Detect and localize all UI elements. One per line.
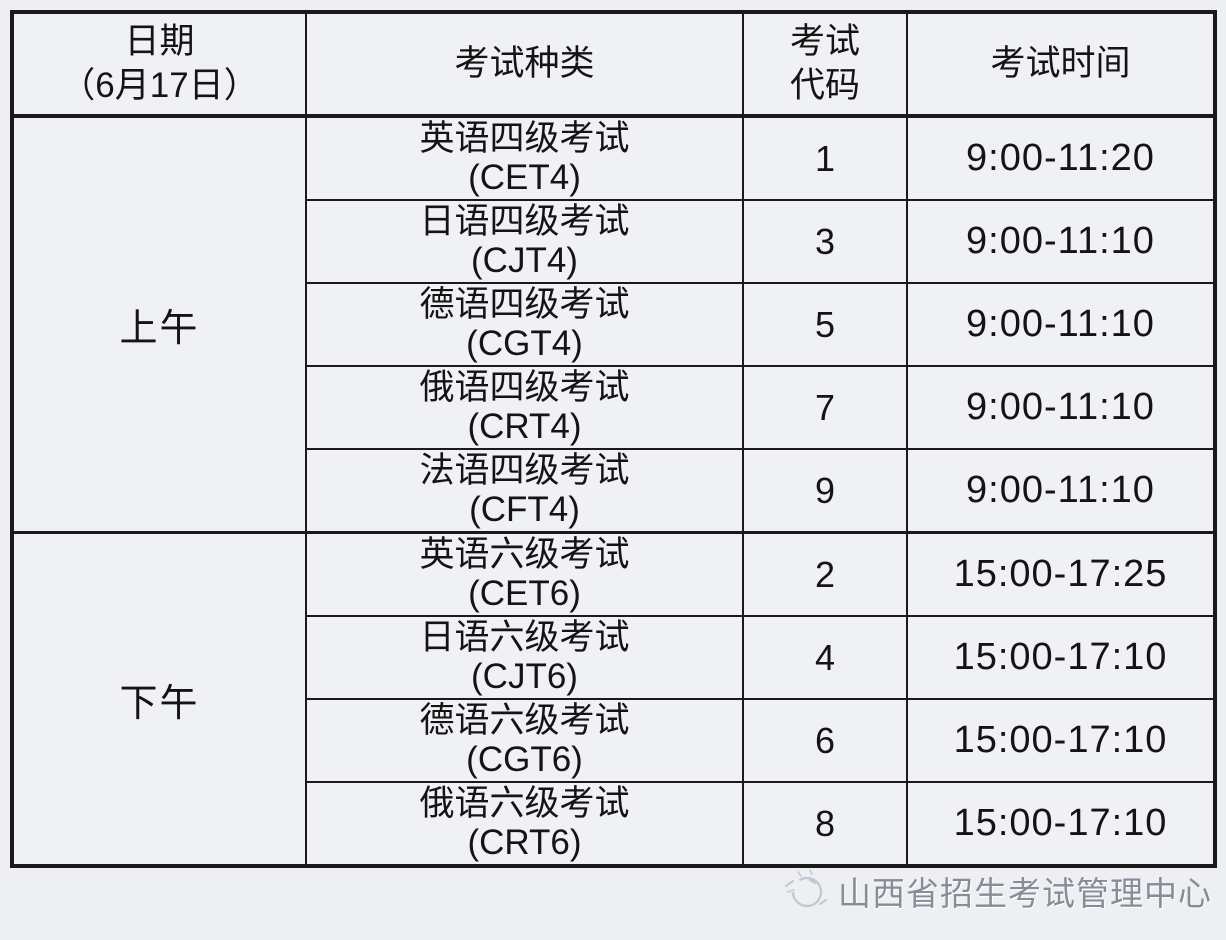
exam-schedule-table: 日期 （6月17日） 考试种类 考试 代码 考试时间 上午 英语四级考试 (CE… <box>10 10 1217 868</box>
exam-name: 日语六级考试 <box>419 618 630 657</box>
table-row: 日语六级考试 (CJT6) 4 15:00-17:10 <box>12 615 1216 700</box>
exam-time-cell: 9:00-11:10 <box>906 199 1216 284</box>
header-exam-type: 考试种类 <box>305 11 744 117</box>
table-row: 俄语六级考试 (CRT6) 8 15:00-17:10 <box>12 781 1216 867</box>
exam-type-cell: 法语四级考试 (CFT4) <box>305 448 744 534</box>
table-row: 下午 英语六级考试 (CET6) 2 15:00-17:25 <box>11 531 1216 867</box>
exam-name: 英语四级考试 <box>419 119 630 158</box>
exam-name: 法语四级考试 <box>419 451 630 490</box>
header-exam-time: 考试时间 <box>906 11 1216 117</box>
exam-code-label: (CRT4) <box>467 406 582 446</box>
exam-code-label: (CRT6) <box>467 822 582 862</box>
exam-time-cell: 15:00-17:10 <box>906 698 1216 783</box>
exam-code-cell: 2 <box>742 531 908 617</box>
exam-name: 日语四级考试 <box>419 202 630 241</box>
session-cell-afternoon: 下午 <box>11 531 307 867</box>
table-row: 德语四级考试 (CGT4) 5 9:00-11:10 <box>12 282 1216 367</box>
exam-code-cell: 1 <box>742 115 908 201</box>
exam-code-cell: 9 <box>742 448 908 534</box>
org-emblem-icon <box>784 869 828 908</box>
exam-type-cell: 德语四级考试 (CGT4) <box>305 282 744 367</box>
exam-name: 英语六级考试 <box>419 535 630 574</box>
header-date-line1: 日期 <box>124 22 195 62</box>
exam-name: 德语六级考试 <box>419 701 630 740</box>
exam-time-cell: 15:00-17:10 <box>906 615 1216 700</box>
exam-time-cell: 9:00-11:10 <box>906 282 1216 367</box>
exam-time-cell: 9:00-11:10 <box>906 365 1216 450</box>
exam-type-cell: 德语六级考试 (CGT6) <box>305 698 744 783</box>
exam-code-label: (CFT4) <box>469 489 580 529</box>
exam-code-label: (CGT6) <box>466 739 583 779</box>
header-date-line2: （6月17日） <box>60 66 259 105</box>
org-name: 山西省招生考试管理中心 <box>838 875 1212 912</box>
header-date: 日期 （6月17日） <box>11 11 307 117</box>
exam-code-cell: 4 <box>742 615 908 700</box>
session-cell-morning: 上午 <box>11 115 307 534</box>
exam-time-cell: 15:00-17:25 <box>906 531 1216 617</box>
exam-type-cell: 日语六级考试 (CJT6) <box>305 615 744 700</box>
exam-code-cell: 6 <box>742 698 908 783</box>
exam-code-cell: 3 <box>742 199 908 284</box>
exam-time-cell: 15:00-17:10 <box>906 781 1216 867</box>
exam-code-label: (CET6) <box>468 573 581 613</box>
exam-type-cell: 英语六级考试 (CET6) <box>305 531 744 617</box>
watermark: 山西省招生考试管理中心 <box>780 862 1212 920</box>
exam-code-cell: 7 <box>742 365 908 450</box>
exam-time-cell: 9:00-11:20 <box>906 115 1216 201</box>
header-exam-code: 考试 代码 <box>742 11 908 117</box>
exam-code-label: (CET4) <box>468 157 581 197</box>
exam-name: 俄语六级考试 <box>419 784 630 823</box>
exam-name: 德语四级考试 <box>419 285 630 324</box>
exam-code-label: (CGT4) <box>466 323 583 363</box>
exam-code-cell: 5 <box>742 282 908 367</box>
header-row: 日期 （6月17日） 考试种类 考试 代码 考试时间 <box>11 11 1216 117</box>
exam-time-cell: 9:00-11:10 <box>906 448 1216 534</box>
exam-type-cell: 英语四级考试 (CET4) <box>305 115 744 201</box>
exam-type-cell: 日语四级考试 (CJT4) <box>305 199 744 284</box>
exam-type-cell: 俄语六级考试 (CRT6) <box>305 781 744 867</box>
table-row: 俄语四级考试 (CRT4) 7 9:00-11:10 <box>12 365 1216 450</box>
table-row: 法语四级考试 (CFT4) 9 9:00-11:10 <box>12 448 1216 534</box>
exam-type-cell: 俄语四级考试 (CRT4) <box>305 365 744 450</box>
exam-code-label: (CJT4) <box>471 240 578 280</box>
exam-name: 俄语四级考试 <box>419 368 630 407</box>
header-exam-code-line1: 考试 <box>789 22 860 62</box>
exam-code-label: (CJT6) <box>471 656 578 696</box>
table-row: 德语六级考试 (CGT6) 6 15:00-17:10 <box>12 698 1216 783</box>
table-row: 上午 英语四级考试 (CET4) 1 9:00-11:20 <box>11 115 1216 534</box>
table-row: 日语四级考试 (CJT4) 3 9:00-11:10 <box>12 199 1216 284</box>
header-exam-code-line2: 代码 <box>789 66 860 105</box>
exam-code-cell: 8 <box>742 781 908 867</box>
